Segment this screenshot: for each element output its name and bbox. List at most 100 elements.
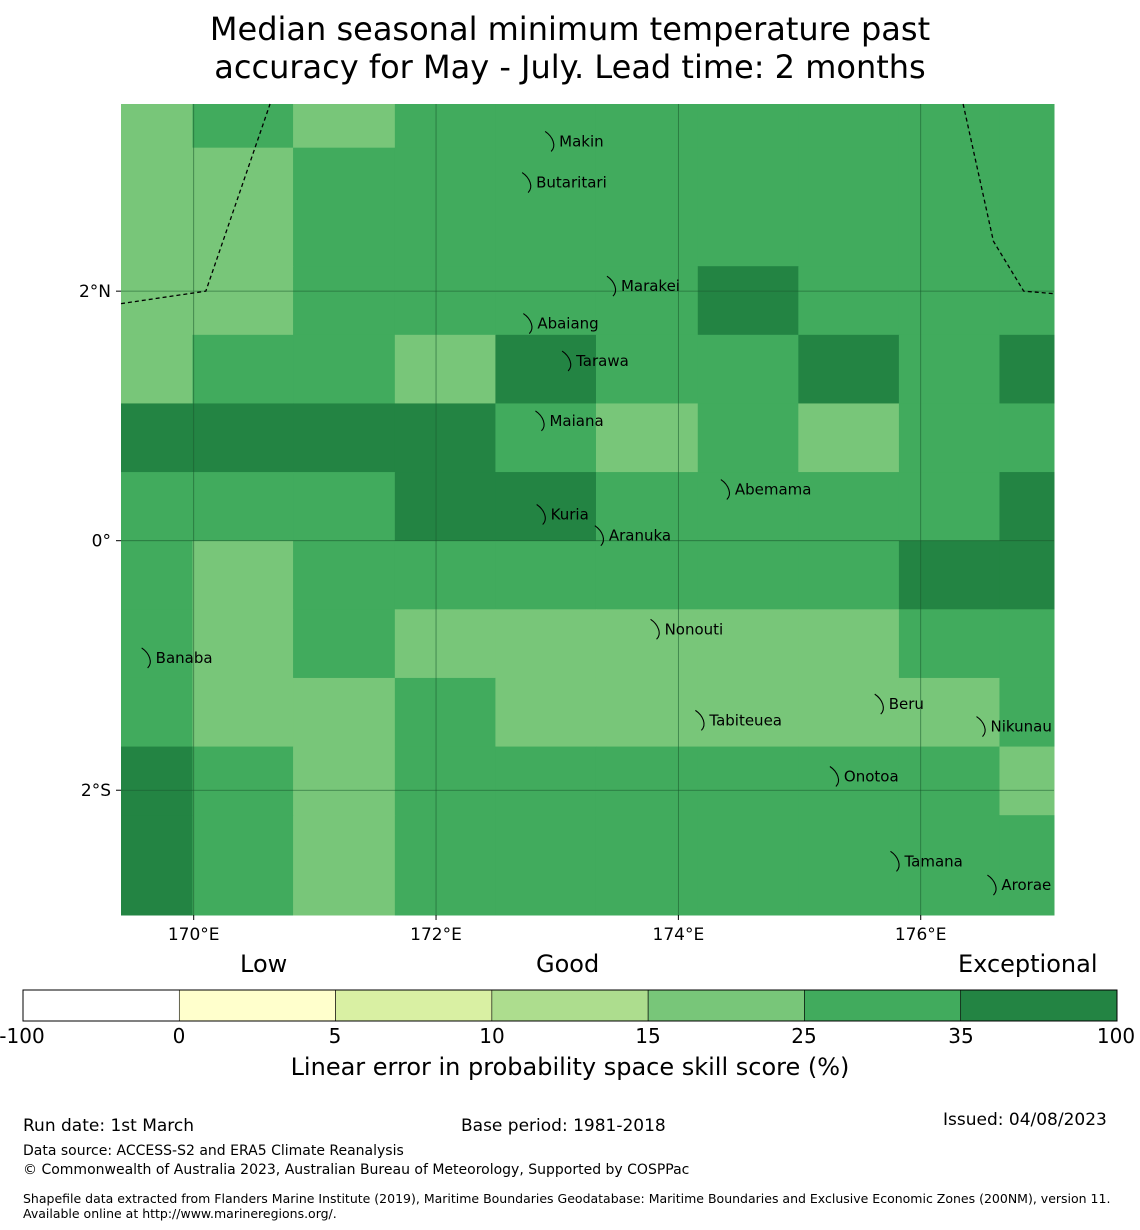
eez-boundary-line	[962, 103, 1055, 295]
skill-cell	[495, 104, 597, 149]
island-label: Arorae	[1001, 876, 1051, 894]
base-period: Base period: 1981-2018	[461, 1116, 666, 1136]
island-label: Nonouti	[665, 620, 724, 638]
skill-cell	[798, 677, 900, 748]
skill-cell	[798, 147, 900, 267]
skill-cell	[999, 147, 1055, 267]
skill-cell	[495, 609, 597, 679]
skill-cell	[999, 540, 1055, 610]
island-label: Butaritari	[536, 174, 607, 192]
island-outline	[976, 716, 986, 737]
run-date: Run date: 1st March	[23, 1116, 195, 1136]
colorbar-tick: 25	[791, 1024, 817, 1048]
skill-cell	[394, 334, 496, 404]
x-tick-label: 170°E	[168, 925, 220, 945]
colorbar-label-low: Low	[240, 950, 288, 978]
skill-cell	[293, 677, 396, 748]
x-tick-label: 174°E	[653, 925, 705, 945]
skill-cell	[394, 472, 496, 542]
skill-cell	[293, 540, 396, 610]
skill-cell	[595, 746, 699, 816]
colorbar-segment	[178, 989, 336, 1022]
island-label: Abemama	[735, 481, 812, 499]
copyright: © Commonwealth of Australia 2023, Austra…	[23, 1162, 690, 1178]
skill-cell	[495, 403, 597, 473]
colorbar-segment	[647, 989, 805, 1022]
skill-cell	[798, 815, 900, 916]
skill-cell	[293, 609, 396, 679]
skill-cell	[595, 266, 699, 336]
skill-cell	[495, 540, 597, 610]
skill-cell	[293, 403, 396, 473]
skill-cell	[121, 147, 193, 267]
skill-cell	[898, 266, 1000, 336]
skill-cell	[595, 472, 699, 542]
skill-cell	[192, 677, 294, 748]
skill-cell	[394, 746, 496, 816]
colorbar-tick: 100	[1096, 1024, 1136, 1048]
islands: Makin Butaritari Marakei Abaiang Tarawa Maian…	[141, 130, 1052, 896]
skill-cell	[697, 147, 799, 267]
skill-cell	[394, 540, 496, 610]
skill-cell	[798, 266, 900, 336]
skill-cell	[121, 677, 193, 748]
colorbar-tick: 10	[479, 1024, 505, 1048]
skill-cell	[697, 266, 799, 336]
skill-cell	[121, 815, 193, 916]
island-label: Marakei	[621, 277, 680, 295]
skill-cell	[192, 266, 294, 336]
colorbar-tick: 5	[328, 1024, 342, 1048]
skill-cell	[293, 334, 396, 404]
skill-cell	[697, 746, 799, 816]
island-outline	[535, 410, 545, 432]
skill-cell	[293, 472, 396, 542]
skill-cell	[121, 104, 193, 149]
x-tick-label: 172°E	[410, 925, 462, 945]
colorbar-tick: 35	[948, 1024, 974, 1048]
skill-cell	[898, 403, 1000, 473]
colorbar	[22, 989, 1118, 1022]
island-label: Banaba	[156, 649, 213, 667]
skill-cell	[697, 677, 799, 748]
skill-cell	[121, 334, 193, 404]
island-outline	[650, 618, 660, 640]
skill-cell	[999, 746, 1055, 816]
skill-cell	[898, 104, 1000, 149]
skill-cell	[999, 677, 1055, 748]
colorbar-segment	[335, 989, 493, 1022]
island-outline	[521, 172, 532, 193]
shapefile-credit: Shapefile data extracted from Flanders M…	[23, 1191, 1111, 1221]
eez-boundary-line	[120, 103, 271, 305]
skill-cell	[798, 472, 900, 542]
skill-cell	[697, 815, 799, 916]
island-outline	[141, 647, 151, 669]
skill-cell	[192, 104, 294, 149]
skill-cell	[121, 403, 193, 473]
skill-cell	[898, 609, 1000, 679]
axis-ticks: 170°E 172°E 174°E 176°E 2°N 0° 2°S	[79, 282, 947, 945]
skill-cell	[293, 266, 396, 336]
skill-cell	[121, 266, 193, 336]
skill-cell	[495, 472, 597, 542]
skill-cell	[293, 746, 396, 816]
skill-cell	[192, 403, 294, 473]
skill-cell	[192, 540, 294, 610]
island-label: Abaiang	[537, 315, 598, 333]
skill-cell	[394, 147, 496, 267]
island-outline	[695, 709, 705, 731]
island-label: Maiana	[549, 412, 603, 430]
colorbar-outline	[22, 989, 1118, 1022]
skill-cell	[798, 403, 900, 473]
skill-cell	[121, 472, 193, 542]
skill-cell	[999, 104, 1055, 149]
island-label: Tarawa	[575, 352, 629, 370]
island-outline	[544, 130, 555, 152]
skill-cell	[595, 815, 699, 916]
skill-cell	[192, 472, 294, 542]
skill-cell	[999, 815, 1055, 916]
title-line-1: Median seasonal minimum temperature past	[209, 10, 931, 48]
skill-cell	[293, 815, 396, 916]
y-tick-label: 0°	[92, 532, 111, 552]
skill-cell	[595, 403, 699, 473]
skill-cell	[898, 472, 1000, 542]
